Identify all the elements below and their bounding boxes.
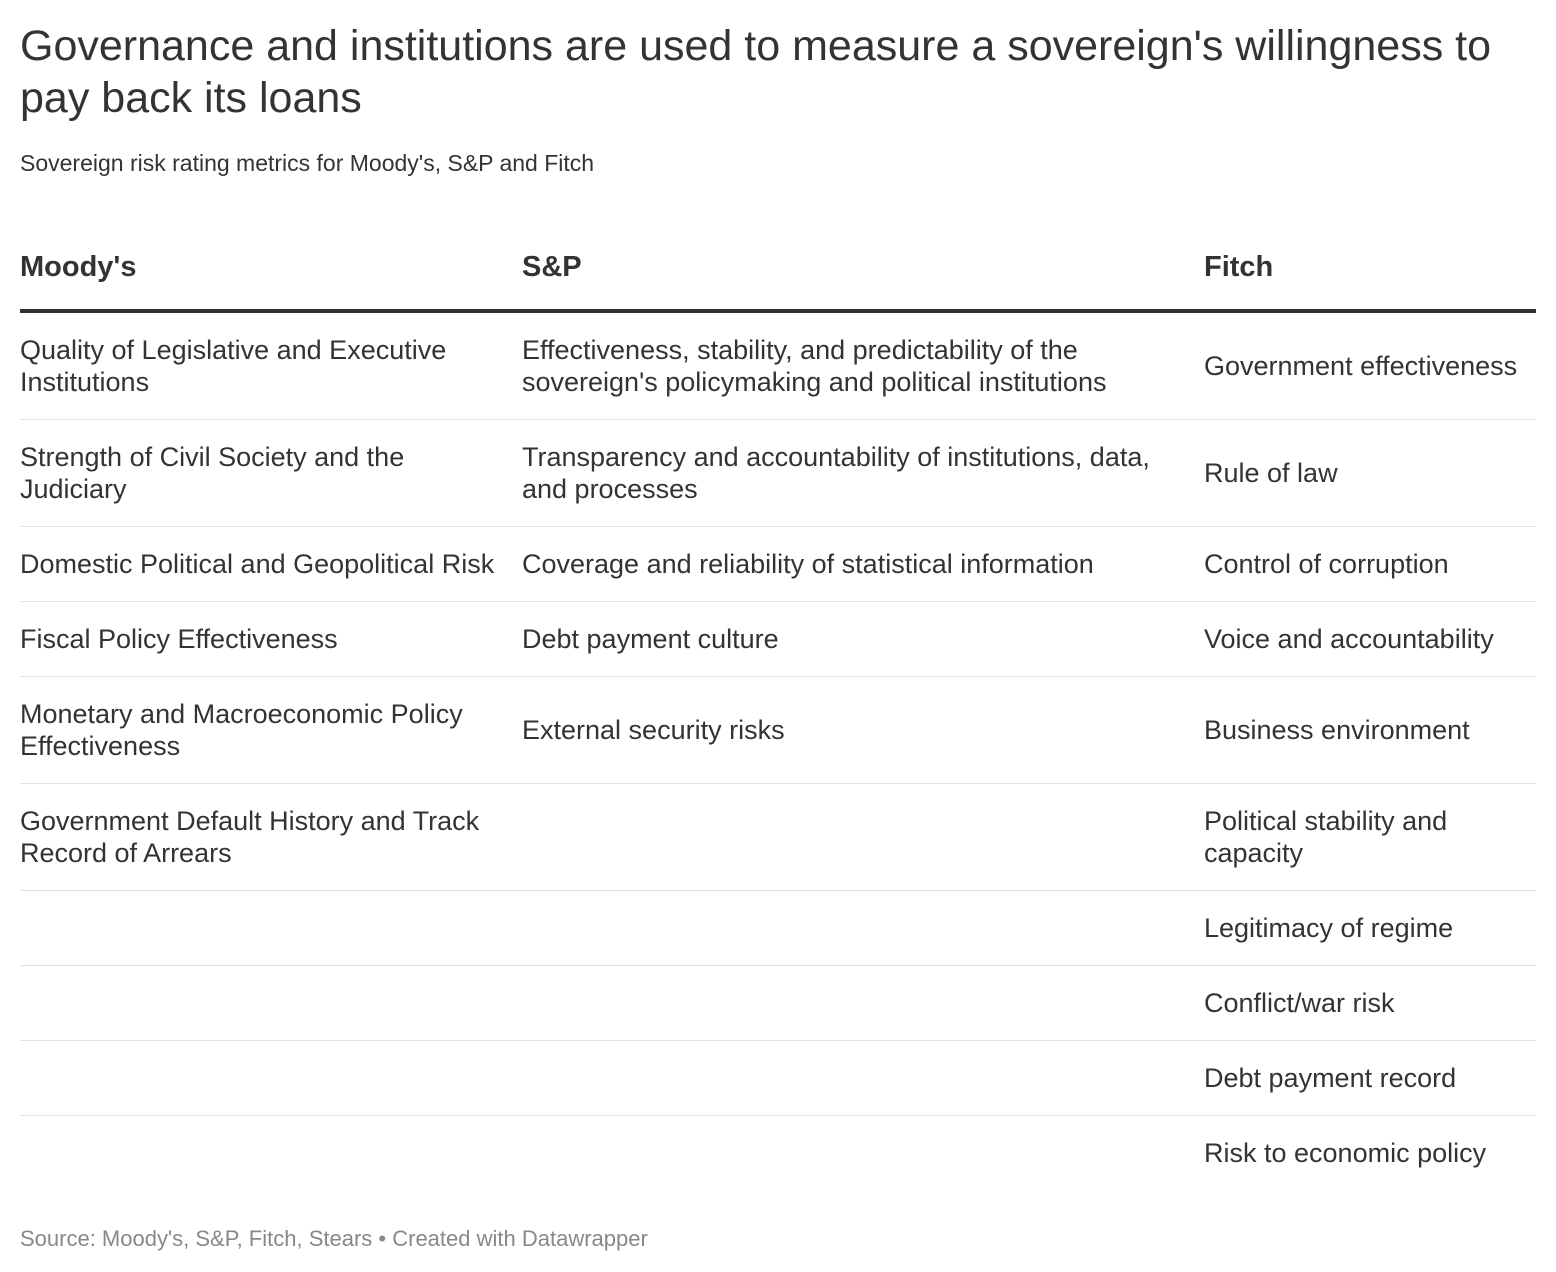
table-cell-sp: External security risks (522, 676, 1204, 784)
table-cell-moodys (20, 1040, 522, 1116)
table-cell-moodys: Fiscal Policy Effectiveness (20, 601, 522, 677)
datawrapper-credit-link[interactable]: Created with Datawrapper (392, 1226, 648, 1251)
column-header-sp[interactable]: S&P (522, 225, 1204, 313)
table-row: Domestic Political and Geopolitical Risk… (20, 526, 1536, 602)
table-row: Conflict/war risk (20, 965, 1536, 1041)
column-header-moodys[interactable]: Moody's (20, 225, 522, 313)
table-cell-moodys: Quality of Legislative and Executive Ins… (20, 311, 522, 420)
chart-container: Governance and institutions are used to … (20, 0, 1536, 1251)
table-cell-fitch: Risk to economic policy (1204, 1138, 1487, 1168)
table-cell-moodys (20, 965, 522, 1041)
table-cell-moodys: Strength of Civil Society and the Judici… (20, 419, 522, 527)
table-row: Fiscal Policy Effectiveness Debt payment … (20, 601, 1536, 677)
table-cell-sp (522, 1040, 1204, 1116)
table-cell-fitch: Conflict/war risk (1204, 965, 1536, 1041)
table-cell-sp: Coverage and reliability of statistical … (522, 526, 1204, 602)
table-row: Strength of Civil Society and the Judici… (20, 419, 1536, 527)
source-note: Source: Moody's, S&P, Fitch, Stears • Cr… (20, 1226, 648, 1252)
table-cell-sp (522, 1116, 1204, 1191)
table-header-row: Moody's S&P Fitch (20, 225, 1536, 313)
chart-subtitle: Sovereign risk rating metrics for Moody'… (20, 150, 595, 176)
table-cell-fitch: Control of corruption (1204, 526, 1536, 602)
table-cell-sp: Transparency and accountability of insti… (522, 419, 1204, 527)
column-header-fitch[interactable]: Fitch (1204, 225, 1536, 313)
chart-title: Governance and institutions are used to … (20, 22, 1492, 122)
table-cell-sp (522, 783, 1204, 891)
metrics-table: Moody's S&P Fitch Quality of Legislative… (20, 225, 1536, 1190)
table-cell-moodys: Monetary and Macroeconomic Policy Effect… (20, 676, 522, 784)
table-body: Quality of Legislative and Executive Ins… (20, 311, 1536, 1190)
table-cell-fitch: Government effectiveness (1204, 311, 1536, 420)
table-cell-sp (522, 965, 1204, 1041)
table-cell-sp (522, 890, 1204, 966)
table-cell-fitch: Debt payment record (1204, 1040, 1536, 1116)
table-cell-fitch: Legitimacy of regime (1204, 890, 1536, 966)
source-text: Source: Moody's, S&P, Fitch, Stears (20, 1226, 373, 1251)
table-cell-fitch: Business environment (1204, 676, 1536, 784)
footer-separator: • (378, 1226, 387, 1251)
table-cell-moodys: Domestic Political and Geopolitical Risk (20, 526, 522, 602)
table-cell-fitch: Rule of law (1204, 419, 1536, 527)
table-cell-fitch: Political stability and capacity (1204, 783, 1536, 891)
table-cell-sp: Debt payment culture (522, 601, 1204, 677)
table-row: Debt payment record (20, 1040, 1536, 1116)
table-row: Quality of Legislative and Executive Ins… (20, 311, 1536, 420)
table-row: Risk to economic policy (20, 1116, 1536, 1191)
table-row: Government Default History and Track Rec… (20, 783, 1536, 891)
table-cell-fitch: Voice and accountability (1204, 601, 1536, 677)
table-row: Monetary and Macroeconomic Policy Effect… (20, 676, 1536, 784)
table-cell-sp: Effectiveness, stability, and predictabi… (522, 311, 1204, 420)
table-cell-moodys: Government Default History and Track Rec… (20, 783, 522, 891)
table-cell-moodys (20, 1116, 522, 1191)
table-cell-moodys (20, 890, 522, 966)
table-row: Legitimacy of regime (20, 890, 1536, 966)
